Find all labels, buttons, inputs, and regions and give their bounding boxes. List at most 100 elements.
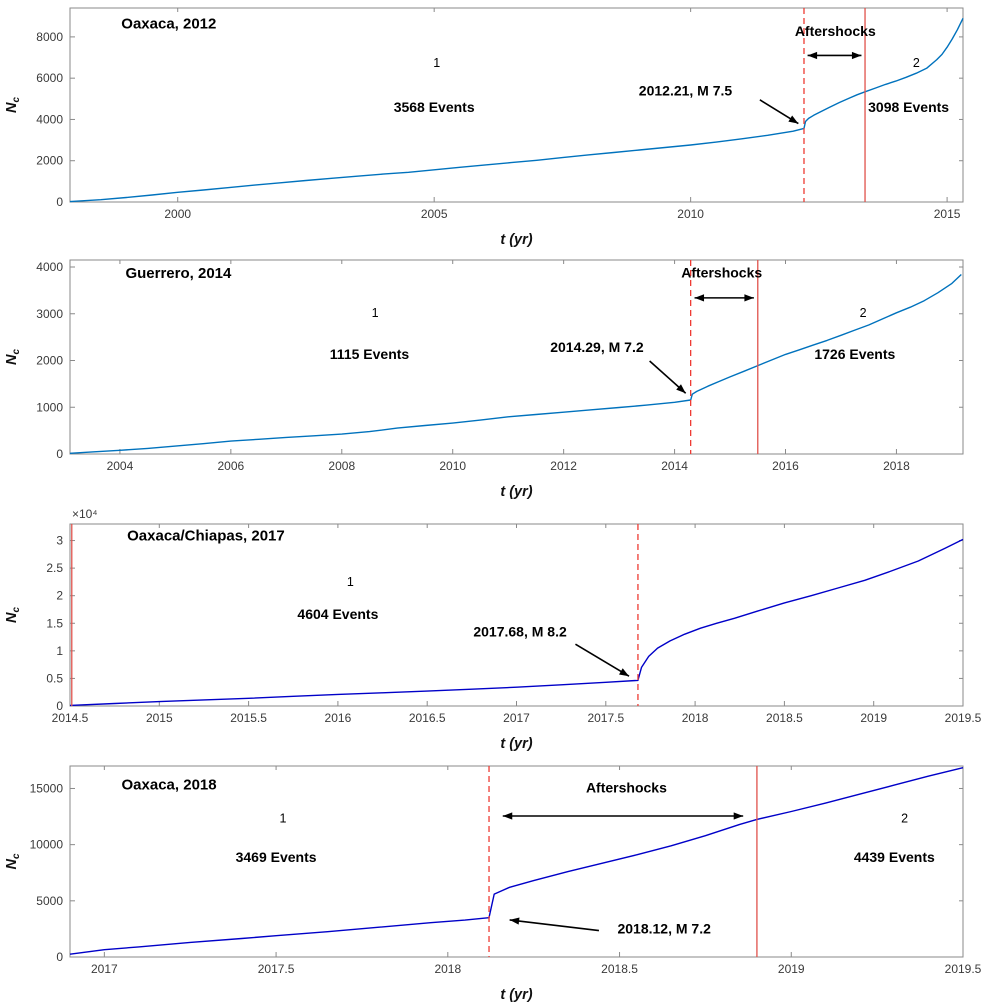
panel-oaxaca-chiapas-2017: 2014.5 2015 2015.5 2016 2016.5 2017 2017.5 2018… [0,504,990,756]
x-tick-label: 2012 [550,459,577,473]
panel-guerrero-2014: 2004 2006 2008 2010 2012 2014 2016 2018 0 1000 200… [0,252,990,504]
x-tick-label: 2019 [778,962,805,976]
mainshock-arrow-head [788,115,799,124]
region1-label: 1 [433,56,440,70]
region2-label: 2 [860,306,867,320]
region1-events: 3469 Events [236,849,317,865]
y-tick-label: 0 [56,950,63,964]
y-tick-label: 2000 [36,154,63,168]
series-line [69,767,964,955]
mainshock-label: 2018.12, M 7.2 [617,920,711,936]
chart-oaxaca-chiapas-2017: 2014.5 2015 2015.5 2016 2016.5 2017 2017.5 2018… [4,507,982,752]
aftershocks-label: Aftershocks [586,779,667,795]
region1-events: 4604 Events [297,606,378,622]
y-tick-label: 3 [56,534,63,548]
x-tick-label: 2017 [503,711,530,725]
region1-label: 1 [279,812,286,826]
series-line [69,17,964,203]
x-tick-label: 2018 [883,459,910,473]
x-tick-label: 2017 [91,962,118,976]
x-tick-label: 2014 [661,459,688,473]
y-tick-label: 3000 [36,307,63,321]
x-tick-label: 2015 [934,207,961,221]
x-tick-label: 2016 [772,459,799,473]
x-tick-label: 2008 [328,459,355,473]
y-axis-label: Nc [4,97,22,113]
chart-oaxaca-2012: 2000 2005 2010 2015 0 2000 4000 6000 8000 t (yr) N… [4,7,964,248]
y-tick-label: 6000 [36,71,63,85]
y-tick-label: 5000 [36,894,63,908]
region2-label: 2 [901,812,908,826]
region2-events: 1726 Events [814,346,895,362]
y-tick-label: 2000 [36,354,63,368]
region1-label: 1 [372,306,379,320]
x-tick-label: 2000 [164,207,191,221]
region2-label: 2 [913,56,920,70]
region1-events: 1115 Events [330,346,410,362]
x-tick-label: 2005 [421,207,448,221]
aftershocks-label: Aftershocks [795,23,876,39]
aftershocks-arrow-head [807,51,818,60]
y-tick-label: 2 [56,589,63,603]
x-tick-label: 2006 [217,459,244,473]
mainshock-arrow [509,919,600,932]
y-axis-label: Nc [4,853,22,869]
x-tick-label: 2019 [860,711,887,725]
y-axis-multiplier: ×10⁴ [72,507,98,521]
y-tick-label: 2.5 [46,561,63,575]
mainshock-arrow-head [509,917,520,925]
x-tick-label: 2004 [107,459,134,473]
y-tick-label: 4000 [36,112,63,126]
aftershocks-arrow-head [744,294,754,302]
x-axis-label: t (yr) [500,232,532,248]
x-tick-label: 2017.5 [258,962,295,976]
x-axis-label: t (yr) [500,484,532,500]
mainshock-label: 2014.29, M 7.2 [550,339,644,355]
panel-title: Oaxaca, 2018 [122,777,217,794]
x-tick-label: 2015.5 [230,711,267,725]
mainshock-arrow-head [619,668,630,677]
region2-events: 4439 Events [854,849,935,865]
region1-events: 3568 Events [394,99,475,115]
x-tick-label: 2019.5 [945,711,982,725]
plot-frame [69,7,964,203]
y-tick-label: 0 [56,447,63,461]
x-tick-label: 2014.5 [52,711,89,725]
mainshock-arrow-head [676,384,686,394]
x-tick-label: 2018.5 [601,962,638,976]
aftershocks-arrow-head [851,51,862,60]
panel-title: Oaxaca/Chiapas, 2017 [127,528,285,545]
x-tick-label: 2018.5 [766,711,803,725]
y-tick-label: 1000 [36,400,63,414]
aftershocks-arrow-head [502,812,513,820]
aftershocks-arrow-head [694,294,705,302]
region1-label: 1 [347,575,354,589]
mainshock-label: 2017.68, M 8.2 [473,624,567,640]
plot-frame [69,259,964,455]
x-tick-label: 2019.5 [945,962,982,976]
panel-oaxaca-2018: 2017 2017.5 2018 2018.5 2019 2019.5 0 5000 10000… [0,756,990,1007]
x-tick-label: 2010 [439,459,466,473]
series-line [69,273,962,454]
x-tick-label: 2018 [434,962,461,976]
y-axis-label: Nc [4,349,22,365]
aftershocks-label: Aftershocks [681,264,762,280]
aftershocks-arrow-head [733,812,744,820]
plot-frame [69,765,964,958]
y-tick-label: 8000 [36,30,63,44]
x-tick-label: 2017.5 [587,711,624,725]
chart-oaxaca-2018: 2017 2017.5 2018 2018.5 2019 2019.5 0 5000 10000… [4,765,982,1003]
y-tick-label: 1 [56,644,63,658]
panel-title: Guerrero, 2014 [125,265,232,282]
y-tick-label: 0 [56,195,63,209]
x-tick-label: 2015 [146,711,173,725]
plot-frame [69,523,964,707]
region2-events: 3098 Events [868,99,949,115]
x-tick-label: 2016.5 [409,711,446,725]
series-line [69,538,964,707]
y-tick-label: 0.5 [46,671,63,685]
panel-oaxaca-2012: 2000 2005 2010 2015 0 2000 4000 6000 8000 t (yr) N… [0,0,990,252]
x-tick-label: 2010 [677,207,704,221]
y-tick-label: 0 [56,699,63,713]
